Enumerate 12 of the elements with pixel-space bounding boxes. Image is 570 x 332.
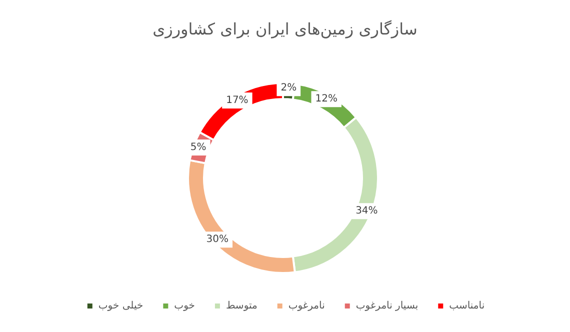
data-label: 30% xyxy=(206,234,229,246)
data-label: 2% xyxy=(280,82,297,94)
legend-label: خیلی خوب xyxy=(98,300,144,312)
data-label: 34% xyxy=(356,206,378,217)
legend-label: بسیار نامرغوب xyxy=(356,300,418,312)
data-label: 12% xyxy=(315,94,338,105)
legend-label: خوب xyxy=(174,300,195,312)
legend-label: نامرغوب xyxy=(288,300,325,312)
data-label: 17% xyxy=(226,95,248,106)
legend-label: متوسط xyxy=(226,300,258,312)
legend-label: نامناسب xyxy=(449,300,485,312)
chart-title: سازگاری زمین‌های ایران برای کشاورزی xyxy=(152,20,418,38)
